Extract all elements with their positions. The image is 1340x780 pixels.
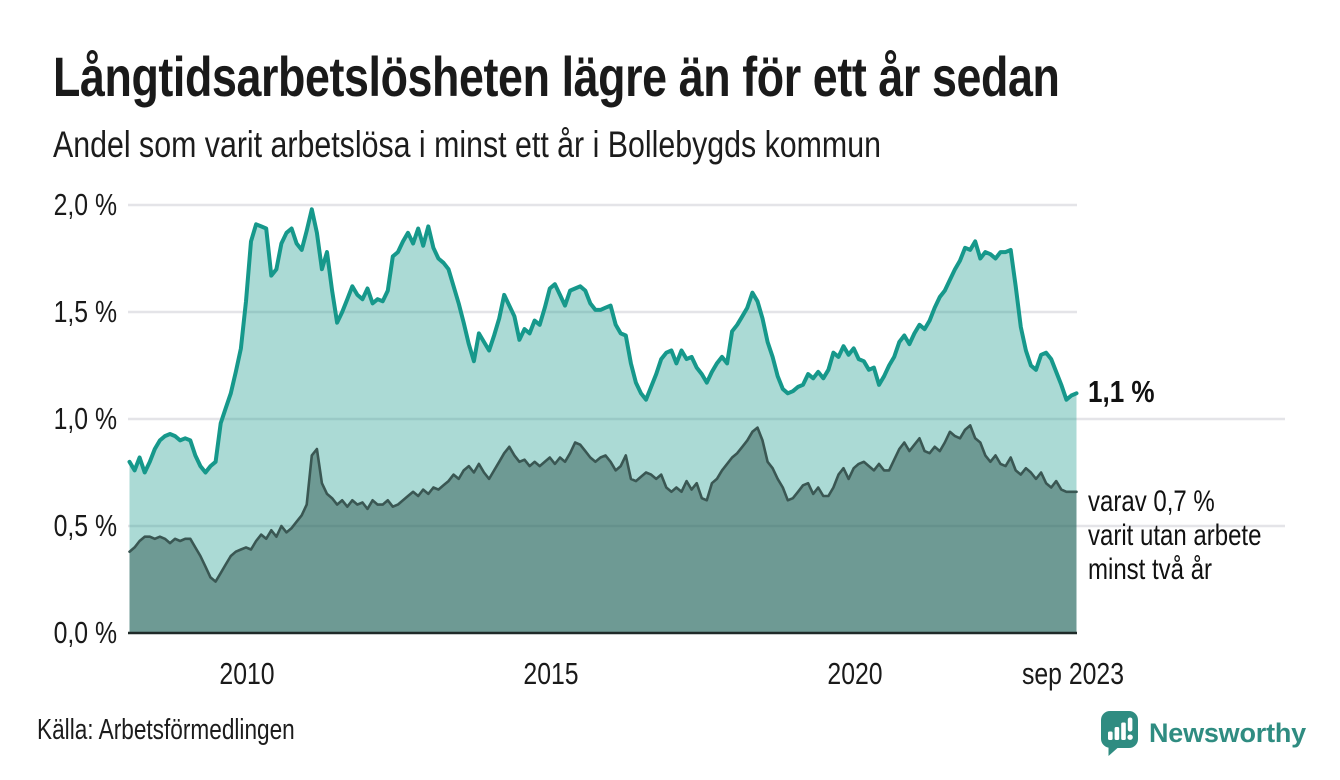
x-tick-2020: 2020 [827,656,883,691]
series-line-one-year [127,207,1079,475]
page-title: Långtidsarbetslösheten lägre än för ett … [53,45,1060,108]
y-tick-2-0: 2,0 % [53,187,117,222]
series-area-one-year [129,209,1077,634]
y-tick-0-0: 0,0 % [53,615,117,650]
x-tick-2010: 2010 [219,656,275,691]
newsworthy-wordmark: Newsworthy [1148,718,1306,748]
two-year-annotation: varav 0,7 % varit utan arbete minst två … [1088,485,1261,587]
two-year-annotation-line1: varav 0,7 % [1088,485,1215,518]
y-tick-0-5: 0,5 % [53,508,117,543]
source-credit: Källa: Arbetsförmedlingen [37,714,295,746]
two-year-annotation-line3: minst två år [1088,553,1213,586]
series-area-two-year [129,425,1077,633]
y-tick-1-0: 1,0 % [53,401,117,436]
two-year-annotation-line2: varit utan arbete [1088,519,1262,552]
x-tick-2015: 2015 [523,656,579,691]
page-subtitle: Andel som varit arbetslösa i minst ett å… [53,124,881,165]
latest-value-label: 1,1 % [1088,374,1155,409]
series-line-two-year [128,424,1078,583]
newsworthy-logo: Newsworthy [1100,710,1306,757]
x-tick-sep-2023: sep 2023 [1021,656,1125,691]
y-tick-1-5: 1,5 % [53,294,117,329]
newsworthy-bubble-chart-icon [1100,711,1138,756]
